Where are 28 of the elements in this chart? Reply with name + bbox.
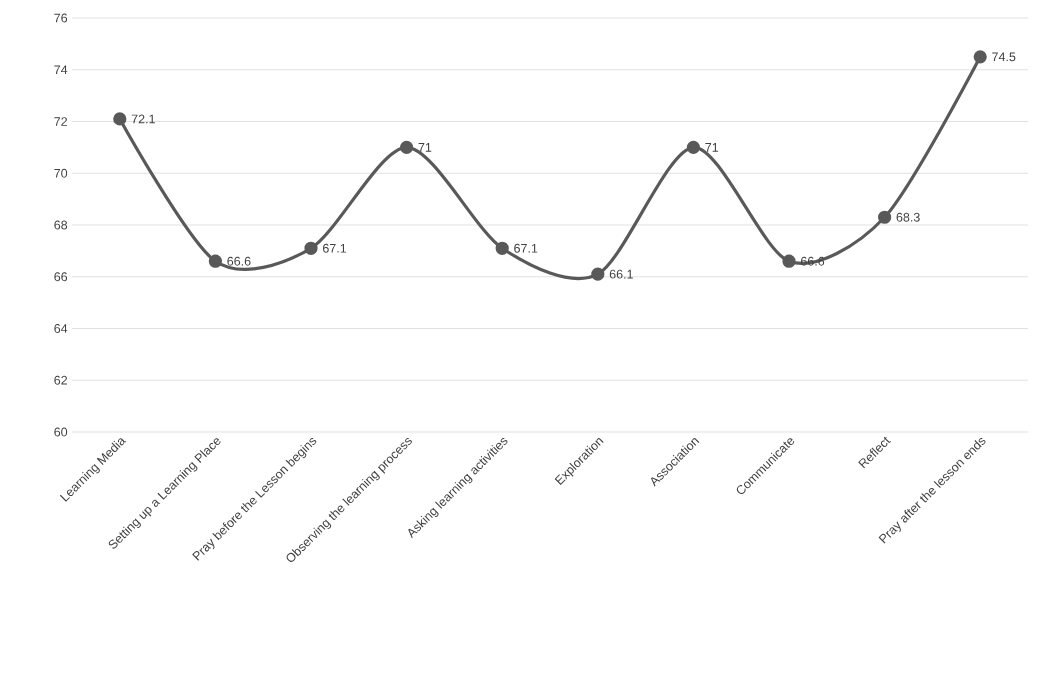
- data-label: 68.3: [896, 212, 920, 222]
- point: [495, 241, 509, 255]
- y-tick-label: 62: [54, 375, 67, 385]
- point: [304, 241, 318, 255]
- point: [878, 210, 892, 224]
- y-tick-label: 72: [54, 117, 67, 126]
- point: [113, 112, 127, 126]
- data-label: 67.1: [514, 243, 538, 253]
- point: [782, 254, 796, 268]
- data-label: 72.1: [131, 114, 155, 124]
- point: [591, 267, 605, 281]
- point: [686, 140, 700, 154]
- y-tick-label: 66: [54, 272, 68, 282]
- point: [208, 254, 222, 268]
- data-label: 71: [705, 143, 719, 152]
- y-tick-label: 60: [54, 427, 68, 437]
- y-tick-label: 74: [54, 65, 68, 75]
- y-tick-label: 64: [54, 324, 68, 333]
- data-label: 67.1: [323, 243, 347, 253]
- data-label: 74.5: [992, 52, 1016, 62]
- point: [400, 140, 414, 154]
- y-tick-label: 68: [54, 220, 68, 230]
- data-label: 66.6: [227, 256, 251, 266]
- point: [973, 50, 987, 64]
- y-tick-label: 70: [54, 168, 68, 178]
- y-tick-label: 76: [54, 13, 68, 23]
- data-label: 71: [418, 143, 432, 152]
- data-label: 66.1: [609, 269, 633, 279]
